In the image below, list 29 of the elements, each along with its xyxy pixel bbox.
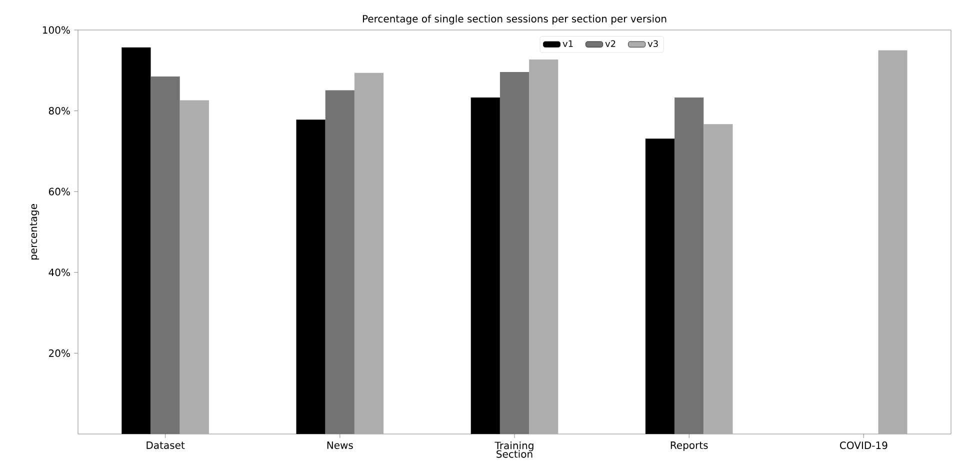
bar <box>529 59 558 434</box>
bar <box>180 100 209 434</box>
bar <box>296 120 326 434</box>
x-axis-title: Section <box>496 450 532 458</box>
bar <box>354 72 384 434</box>
bar <box>704 124 733 434</box>
x-tick-label: Training <box>494 442 534 452</box>
x-tick-label: News <box>327 442 353 449</box>
y-tick-label: 100% <box>42 26 70 34</box>
y-tick-label: 40% <box>48 268 70 276</box>
legend-label: v1 <box>562 40 573 47</box>
bar <box>674 97 704 434</box>
bar <box>470 97 500 434</box>
y-tick-label: 80% <box>48 107 70 115</box>
bar <box>150 76 180 434</box>
chart-title: Percentage of single section sessions per section per version <box>362 14 666 24</box>
bar <box>122 47 151 434</box>
bar <box>500 72 530 434</box>
x-tick-label: Dataset <box>146 442 185 449</box>
legend-label: v3 <box>648 40 658 48</box>
x-tick-label: COVID-19 <box>840 442 888 450</box>
y-tick-label: 20% <box>48 349 70 357</box>
y-axis-title: percentage <box>30 204 40 260</box>
bar <box>645 138 675 434</box>
bar <box>325 90 354 434</box>
legend-label: v2 <box>605 40 616 47</box>
x-tick-label: Reports <box>670 442 708 451</box>
y-tick-label: 60% <box>48 188 70 196</box>
bar <box>878 50 908 434</box>
